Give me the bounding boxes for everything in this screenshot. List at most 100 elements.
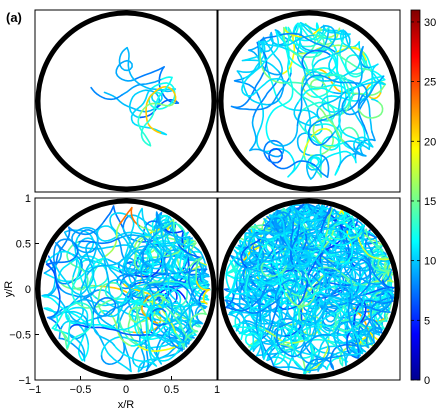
trajectory-segment [330,312,364,337]
trajectory-segment [174,330,199,350]
trajectory-segment [323,84,351,109]
trajectory-segment [225,271,254,295]
trajectory-segment [240,237,263,269]
trajectory-segment [176,240,194,260]
trajectory-segment [151,273,189,292]
trajectory-segment [76,315,117,331]
trajectory-segment [119,274,136,298]
y-tick-label: −1 [18,375,31,387]
trajectory-segment [343,140,367,157]
trajectory-segment [257,320,266,360]
panel-top-right [217,9,401,193]
trajectory-segment [289,319,298,363]
trajectory-segment [233,77,261,100]
colorbar-tick-label: 20 [424,136,436,148]
trajectory-segment [336,285,364,314]
trajectory-segment [82,226,99,260]
trajectory-segment [259,31,280,68]
trajectory-segment [313,296,350,314]
trajectory-segment [379,288,395,313]
trajectory-segment [58,255,94,277]
trajectory-segment [318,107,345,143]
trajectory-segment [344,56,368,75]
trajectory-segment [99,289,120,323]
trajectory-segment [350,324,364,356]
colorbar-tick-label: 25 [424,77,436,89]
trajectory-segment [148,300,177,334]
trajectory-segment [358,75,385,110]
trajectory-segment [244,274,271,295]
trajectory-segment [177,244,203,270]
trajectory-segment [54,263,83,297]
trajectory-segment [307,203,331,219]
trajectory-segment [332,327,367,344]
trajectory-segment [145,303,167,333]
trajectory-segment [249,115,257,152]
trajectory-segment [267,44,283,83]
trajectory-segment [287,152,299,178]
trajectory-segment [297,33,337,54]
trajectory-segment [328,224,351,241]
trajectory-segment [352,323,386,336]
trajectory-segment [268,73,291,110]
trajectory-segment [327,302,346,341]
trajectory-segment [266,215,287,245]
trajectory-segment [293,236,327,254]
trajectory-segment [156,324,188,346]
trajectory-segment [265,104,282,142]
trajectory-segment [292,249,312,271]
trajectory-segment [248,291,284,314]
trajectory-segment [72,306,89,339]
trajectory-segment [137,207,154,240]
trajectory-segment [298,236,323,265]
trajectory-segment [149,307,168,326]
trajectory-segment [246,267,290,273]
trajectory-group-bottom-left [41,205,211,373]
trajectory-segment [106,279,133,302]
trajectory-segment [334,51,374,72]
trajectory-segment [304,358,335,372]
trajectory-segment [48,242,79,265]
trajectory-segment [132,121,168,136]
trajectory-segment [266,72,292,109]
trajectory-segment [167,294,183,326]
trajectory-segment [347,75,385,98]
trajectory-segment [236,74,264,109]
trajectory-segment [347,293,368,326]
trajectory-segment [195,279,211,305]
trajectory-segment [168,233,191,259]
trajectory-segment [90,86,123,101]
trajectory-segment [254,141,285,158]
trajectory-segment [263,217,287,234]
colorbar-gradient [410,9,421,381]
trajectory-segment [307,309,330,348]
trajectory-segment [275,31,290,71]
y-tick-label: 0.5 [16,239,31,251]
trajectory-segment [279,343,307,374]
trajectory-segment [92,312,116,347]
trajectory-segment [248,232,281,251]
trajectory-segment [333,323,352,356]
trajectory-segment [339,38,354,78]
trajectory-segment [251,270,291,292]
trajectory-segment [315,282,358,287]
trajectory-group-top-right [230,21,387,180]
trajectory-segment [351,290,385,320]
y-axis-label: y/R [3,281,15,298]
trajectory-segment [244,332,262,347]
trajectory-segment [53,238,76,266]
trajectory-segment [152,224,167,257]
trajectory-segment [329,343,358,368]
trajectory-segment [115,328,132,370]
trajectory-segment [325,246,367,257]
trajectory-segment [140,259,161,286]
trajectory-segment [113,344,152,364]
trajectory-segment [357,235,389,261]
trajectory-segment [159,256,188,290]
trajectory-segment [347,229,361,270]
colorbar-ticks: 0 5 10 15 20 25 30 [411,17,436,387]
trajectory-segment [350,81,387,96]
trajectory-segment [118,206,141,227]
trajectory-segment [349,281,365,316]
trajectory-segment [300,345,330,365]
